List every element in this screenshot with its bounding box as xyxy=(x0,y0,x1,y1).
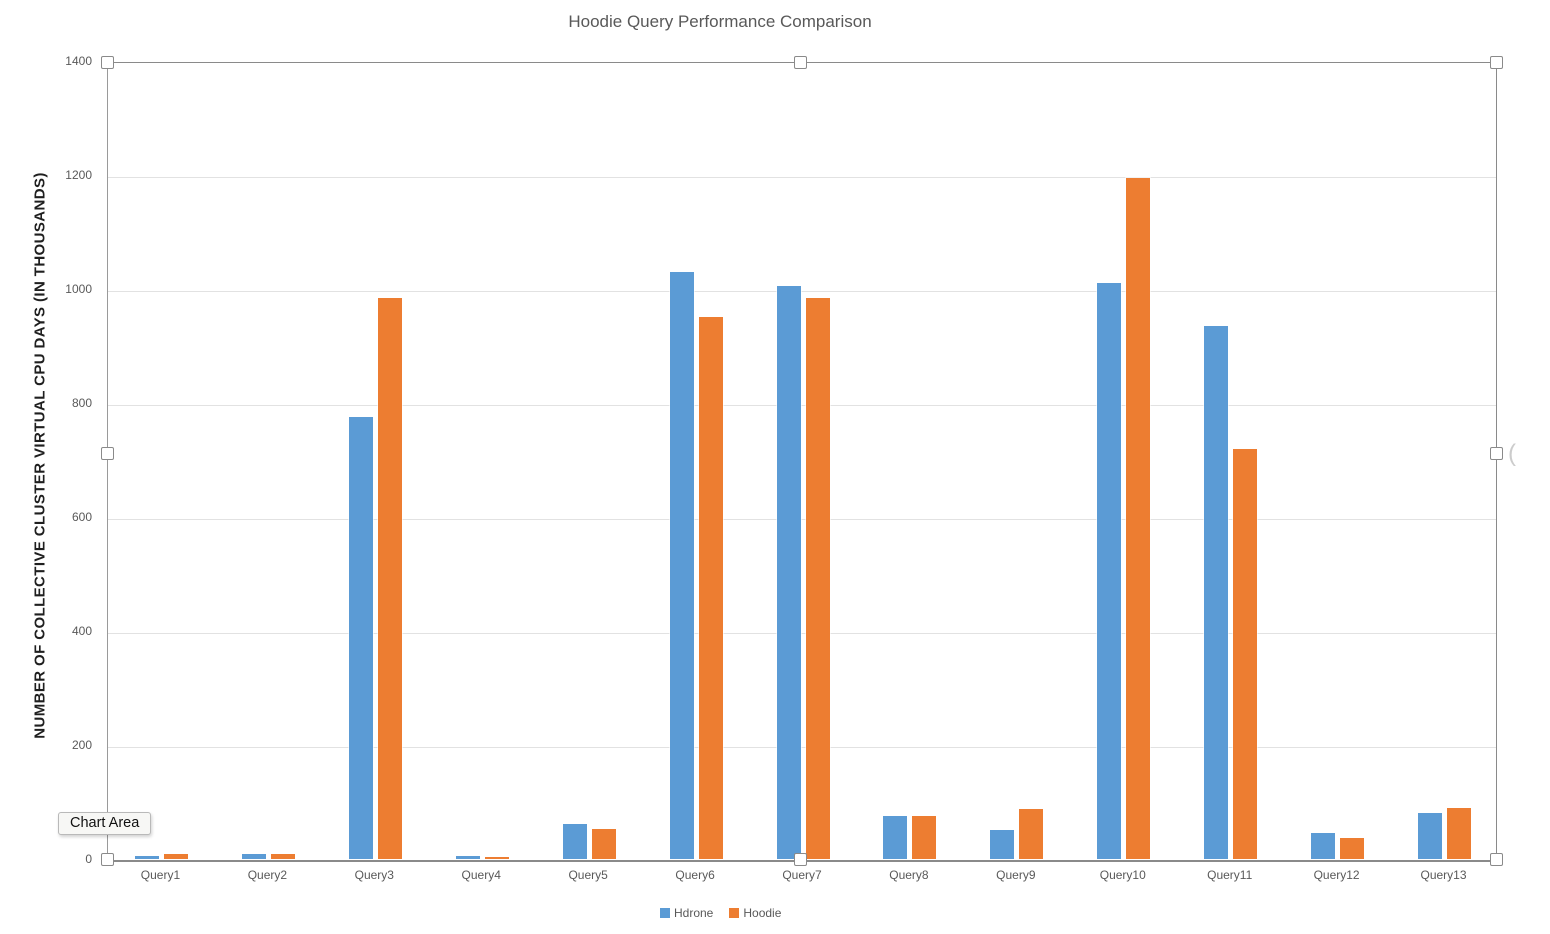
hdrone-swatch-icon xyxy=(660,908,670,918)
legend-item-hoodie[interactable]: Hoodie xyxy=(729,906,781,920)
gridline-1000 xyxy=(108,291,1496,292)
chart-area-tooltip: Chart Area xyxy=(58,812,152,835)
bar-hdrone-query3[interactable] xyxy=(347,416,374,860)
bar-hdrone-query5[interactable] xyxy=(561,823,588,860)
y-tick-label-400: 400 xyxy=(71,624,92,638)
gridline-1200 xyxy=(108,177,1496,178)
x-tick-label-query7: Query7 xyxy=(782,868,822,882)
bar-hoodie-query3[interactable] xyxy=(376,297,403,860)
x-tick-label-query5: Query5 xyxy=(568,868,608,882)
bar-hdrone-query4[interactable] xyxy=(454,855,481,860)
y-axis-title[interactable]: NUMBER OF COLLECTIVE CLUSTER VIRTUAL CPU… xyxy=(31,172,49,739)
x-tick-label-query9: Query9 xyxy=(996,868,1036,882)
gridline-400 xyxy=(108,633,1496,634)
y-tick-label-800: 800 xyxy=(71,396,92,410)
bar-hoodie-query2[interactable] xyxy=(269,853,296,860)
x-tick-label-query1: Query1 xyxy=(140,868,181,882)
bar-hoodie-query1[interactable] xyxy=(162,853,189,860)
bar-hdrone-query13[interactable] xyxy=(1417,812,1444,860)
x-tick-label-query13: Query13 xyxy=(1420,868,1467,882)
bar-hoodie-query6[interactable] xyxy=(697,316,724,860)
legend-label-hdrone: Hdrone xyxy=(674,906,714,920)
y-tick-label-1000: 1000 xyxy=(65,282,92,296)
selection-handle-bottom-left[interactable] xyxy=(101,853,114,866)
bar-hdrone-query7[interactable] xyxy=(775,285,802,860)
bar-hoodie-query7[interactable] xyxy=(804,297,831,860)
selection-handle-top-center[interactable] xyxy=(794,56,807,69)
bar-hoodie-query11[interactable] xyxy=(1232,448,1259,860)
bar-hoodie-query5[interactable] xyxy=(590,828,617,860)
bar-hdrone-query10[interactable] xyxy=(1096,282,1123,860)
x-tick-label-query12: Query12 xyxy=(1313,868,1360,882)
bar-hdrone-query8[interactable] xyxy=(882,815,909,860)
bar-hoodie-query9[interactable] xyxy=(1018,808,1045,860)
bar-hdrone-query6[interactable] xyxy=(668,271,695,860)
x-tick-label-query4: Query4 xyxy=(461,868,501,882)
stray-glyph: ( xyxy=(1508,440,1516,467)
selection-handle-bottom-center[interactable] xyxy=(794,853,807,866)
y-tick-label-600: 600 xyxy=(71,510,92,524)
y-tick-label-1200: 1200 xyxy=(65,168,92,182)
chart-title[interactable]: Hoodie Query Performance Comparison xyxy=(568,12,872,31)
gridline-200 xyxy=(108,747,1496,748)
bar-hdrone-query9[interactable] xyxy=(989,829,1016,860)
selection-handle-top-left[interactable] xyxy=(101,56,114,69)
hoodie-swatch-icon xyxy=(729,908,740,918)
x-tick-label-query10: Query10 xyxy=(1099,868,1146,882)
gridline-800 xyxy=(108,405,1496,406)
bar-hoodie-query10[interactable] xyxy=(1125,177,1152,860)
legend-item-hdrone[interactable]: Hdrone xyxy=(660,906,713,920)
x-tick-label-query3: Query3 xyxy=(354,868,394,882)
bar-hdrone-query2[interactable] xyxy=(240,853,267,860)
bar-hdrone-query12[interactable] xyxy=(1310,832,1337,860)
selection-handle-bottom-right[interactable] xyxy=(1490,853,1503,866)
legend: Hdrone Hoodie xyxy=(660,906,781,920)
y-tick-label-1400: 1400 xyxy=(65,54,92,68)
selection-handle-mid-right[interactable] xyxy=(1490,447,1503,460)
plot-area[interactable] xyxy=(107,62,1497,862)
x-tick-label-query11: Query11 xyxy=(1207,868,1253,882)
bar-hdrone-query1[interactable] xyxy=(133,855,160,860)
bar-hoodie-query13[interactable] xyxy=(1446,807,1473,860)
selection-handle-mid-left[interactable] xyxy=(101,447,114,460)
bar-hoodie-query12[interactable] xyxy=(1339,837,1366,860)
gridline-600 xyxy=(108,519,1496,520)
y-tick-label-0: 0 xyxy=(85,852,92,866)
x-tick-label-query2: Query2 xyxy=(247,868,288,882)
bar-hoodie-query8[interactable] xyxy=(911,815,938,860)
x-tick-label-query6: Query6 xyxy=(675,868,715,882)
legend-label-hoodie: Hoodie xyxy=(743,906,782,920)
selection-handle-top-right[interactable] xyxy=(1490,56,1503,69)
x-tick-label-query8: Query8 xyxy=(889,868,929,882)
y-tick-label-200: 200 xyxy=(71,738,92,752)
bar-hoodie-query4[interactable] xyxy=(483,856,510,860)
bar-hdrone-query11[interactable] xyxy=(1203,325,1230,860)
